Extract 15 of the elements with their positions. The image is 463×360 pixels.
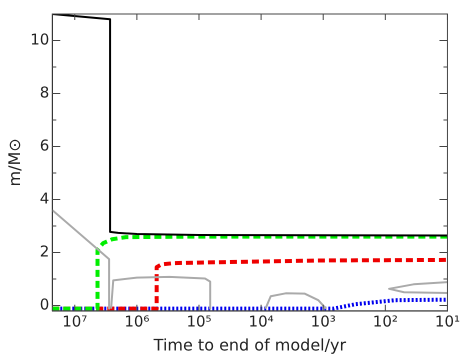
y-tick-label: 6 bbox=[40, 136, 50, 154]
y-tick-label: 2 bbox=[40, 242, 50, 260]
x-tick-label: 10¹ bbox=[434, 312, 460, 331]
x-tick-label: 10⁷ bbox=[62, 312, 88, 331]
y-axis-title: m/M⊙ bbox=[4, 138, 24, 186]
x-tick-label: 10⁶ bbox=[124, 312, 150, 331]
x-tick-label: 10⁵ bbox=[186, 312, 212, 331]
y-tick-label: 10 bbox=[30, 30, 50, 48]
x-tick-label: 10² bbox=[372, 312, 398, 331]
x-tick-label: 10⁴ bbox=[248, 312, 274, 331]
x-axis-title: Time to end of model/yr bbox=[152, 336, 346, 355]
y-tick-label: 8 bbox=[40, 83, 50, 102]
x-tick-label: 10³ bbox=[310, 312, 336, 331]
y-tick-label: 0 bbox=[40, 295, 50, 314]
y-tick-label: 4 bbox=[40, 189, 50, 208]
